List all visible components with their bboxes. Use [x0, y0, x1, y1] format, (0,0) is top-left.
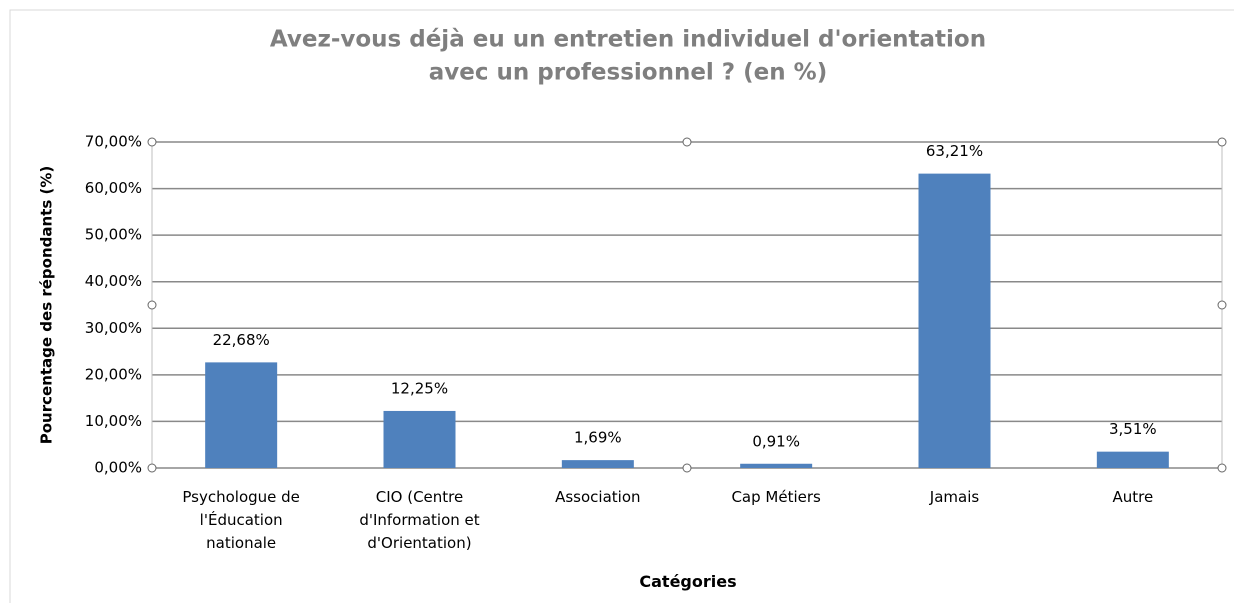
x-tick-label: Autre	[1112, 488, 1154, 506]
x-tick-label: Association	[555, 488, 641, 506]
bar	[918, 173, 991, 468]
bar	[740, 463, 813, 468]
chart-title: avec un professionnel ? (en %)	[429, 60, 827, 86]
selection-handle	[682, 137, 692, 147]
data-label: 22,68%	[213, 331, 270, 349]
y-tick-label: 20,00%	[85, 365, 142, 383]
bar	[383, 410, 456, 468]
selection-handle	[147, 300, 157, 310]
y-tick-label: 10,00%	[85, 412, 142, 430]
selection-handle	[1217, 137, 1227, 147]
data-label: 12,25%	[391, 379, 448, 397]
y-tick-label: 40,00%	[85, 272, 142, 290]
x-tick-label: Cap Métiers	[731, 488, 821, 506]
data-label: 1,69%	[574, 429, 622, 447]
frame	[9, 9, 1234, 603]
y-tick-label: 50,00%	[85, 226, 142, 244]
selection-handle	[1217, 300, 1227, 310]
y-tick-label: 30,00%	[85, 319, 142, 337]
data-label: 3,51%	[1109, 420, 1157, 438]
chart-title: Avez-vous déjà eu un entretien individue…	[270, 27, 986, 53]
x-tick-label: Psychologue de l'Éducation nationale	[182, 488, 300, 552]
y-tick-label: 60,00%	[85, 179, 142, 197]
y-axis-label: Pourcentage des répondants (%)	[38, 166, 56, 445]
data-label: 0,91%	[752, 432, 800, 450]
x-tick-label: Jamais	[929, 488, 980, 506]
y-tick-label: 0,00%	[94, 459, 142, 477]
bar	[205, 362, 278, 468]
y-tick-label: 70,00%	[85, 133, 142, 151]
bar	[561, 460, 634, 468]
selection-handle	[147, 137, 157, 147]
x-tick-label: CIO (Centre d'Information et d'Orientati…	[359, 488, 480, 552]
selection-handle	[1217, 463, 1227, 473]
bar	[1096, 451, 1169, 468]
selection-handle	[147, 463, 157, 473]
data-label: 63,21%	[926, 142, 983, 160]
x-axis-label: Catégories	[639, 572, 737, 591]
selection-handle	[682, 463, 692, 473]
